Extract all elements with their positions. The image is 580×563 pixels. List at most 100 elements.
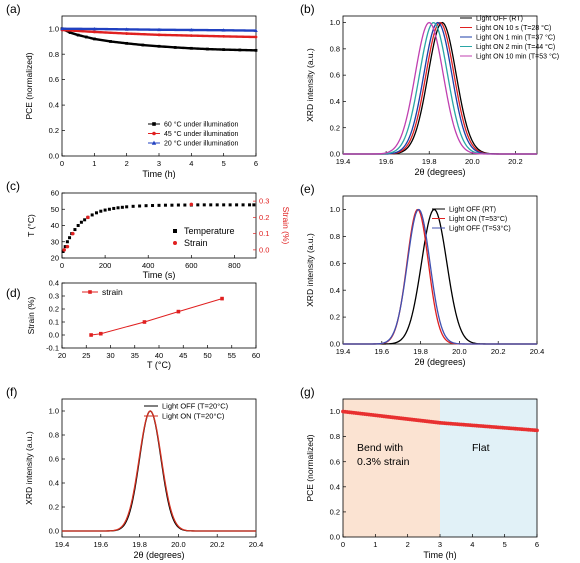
x-tick-label: 400 — [142, 261, 155, 270]
y-right-tick-label: 0.1 — [259, 229, 269, 238]
x-tick-label: 5 — [222, 159, 226, 168]
temperature-point — [112, 206, 116, 210]
x-tick-label: 20.2 — [508, 157, 523, 166]
y-tick-label: 0.2 — [49, 503, 59, 512]
y-tick-label: 0.0 — [49, 527, 59, 536]
x-tick-label: 19.8 — [132, 540, 147, 549]
data-point — [125, 32, 129, 35]
panel-label: (d) — [6, 286, 21, 300]
data-point — [221, 28, 226, 32]
x-axis-label: Time (h) — [142, 169, 175, 179]
x-axis-label: T (°C) — [147, 360, 171, 370]
y-axis-label: XRD intensity (a.u.) — [305, 233, 315, 307]
panel-d: 20 25 30 35 40 45 50 55 60 -0.1 0.0 0.1 0.2 0.3 0.4 T (… — [6, 279, 260, 370]
y-right-tick-label: 0.2 — [259, 213, 269, 222]
y-tick-label: 0.0 — [330, 150, 340, 159]
x-tick-label: 30 — [106, 351, 114, 360]
data-point — [157, 33, 161, 37]
y-tick-label: 0.8 — [330, 432, 340, 441]
y-tick-label: 0.2 — [330, 508, 340, 517]
x-tick-label: 20.0 — [452, 347, 467, 356]
x-tick-label: 3 — [438, 540, 442, 549]
temperature-point — [83, 218, 87, 222]
data-point — [125, 41, 129, 45]
y-tick-label: 0.3 — [49, 292, 59, 301]
y-tick-label: 0.0 — [330, 533, 340, 542]
y-tick-label: -0.1 — [46, 344, 59, 353]
temperature-point — [222, 203, 226, 207]
temperature-point — [151, 204, 155, 208]
y-tick-label: 0.0 — [49, 152, 59, 161]
strain-point — [70, 231, 75, 236]
temperature-point — [196, 203, 200, 207]
y-tick-label: 0.4 — [49, 101, 59, 110]
legend-label: Light ON 10 min (T=53 °C) — [476, 52, 559, 60]
x-tick-label: 19.4 — [336, 157, 351, 166]
panel-e: 19.4 19.6 19.8 20.0 20.2 20.4 0.0 0.2 0.4 0.6 0.8 1… — [300, 182, 544, 367]
xrd-curve — [343, 21, 537, 155]
x-tick-label: 6 — [254, 159, 258, 168]
x-tick-label: 1 — [92, 159, 96, 168]
data-point — [238, 48, 242, 52]
legend-label: Light ON 1 min (T=37 °C) — [476, 33, 555, 41]
strain-point — [62, 248, 66, 252]
xrd-curve — [343, 21, 537, 155]
y-tick-label: 0.4 — [330, 97, 340, 106]
y-tick-label: 0.0 — [330, 340, 340, 349]
data-point — [141, 43, 145, 47]
legend-label: Light OFF (RT) — [449, 206, 496, 213]
data-point — [189, 46, 193, 50]
panel-f: 19.4 19.6 19.8 20.0 20.2 20.4 0.0 0.2 0.4 0.6 0.8 1… — [6, 385, 263, 560]
temperature-point — [120, 205, 124, 209]
temperature-point — [228, 203, 232, 207]
legend-label: Light ON 10 s (T=28 °C) — [476, 24, 551, 32]
strain-point — [99, 331, 103, 336]
y-tick-label: 0.4 — [330, 286, 340, 295]
legend-label: 60 °C under illumination — [164, 120, 239, 128]
legend-entry: Light ON (T=20°C) — [144, 412, 225, 421]
y-tick-label: 0.2 — [49, 126, 59, 135]
data-point — [206, 47, 209, 51]
x-tick-label: 2 — [406, 540, 410, 549]
legend-label: Light ON 2 min (T=44 °C) — [476, 43, 555, 51]
x-tick-label: 0 — [60, 261, 64, 270]
x-axis-label: Time (h) — [423, 550, 456, 560]
x-tick-label: 20.2 — [210, 540, 225, 549]
y-tick-label: 0.2 — [49, 305, 59, 314]
y-axis-label: PCE (normalized) — [24, 52, 34, 119]
y-right-tick-label: 0.3 — [259, 197, 269, 206]
data-point — [109, 40, 112, 43]
plot-frame — [342, 195, 538, 345]
strain-point — [220, 296, 224, 301]
legend-label: Light OFF (T=53°C) — [449, 224, 511, 232]
legend-entry: 20 °C under illumination — [148, 139, 239, 147]
data-point — [92, 37, 96, 41]
x-tick-label: 50 — [203, 351, 211, 360]
legend-entry: Light ON 1 min (T=37 °C) — [460, 33, 555, 41]
y-tick-label: 0.4 — [49, 479, 59, 488]
legend-label: 20 °C under illumination — [164, 139, 239, 147]
y-tick-label: 0.6 — [49, 75, 59, 84]
y-tick-label: 0.2 — [330, 123, 340, 132]
data-point — [535, 428, 539, 433]
region-band — [440, 399, 537, 537]
panel-g: 0 1 2 3 4 5 6 0.0 0.2 0.4 0.6 0.8 1.0 Time (h) PCE (no… — [300, 385, 539, 560]
x-tick-label: 20.0 — [171, 540, 186, 549]
legend-marker — [173, 229, 177, 233]
panel-c: 0 200 400 600 800 20 30 40 50 60 Time (s) T (°C) (c)… — [6, 179, 291, 280]
y-tick-label: 1.0 — [330, 205, 340, 214]
y-tick-label: 1.0 — [330, 407, 340, 416]
x-tick-label: 200 — [99, 261, 112, 270]
y-tick-label: 40 — [51, 221, 59, 230]
temperature-point — [79, 220, 83, 224]
temperature-point — [65, 240, 69, 244]
temperature-point — [68, 236, 72, 240]
x-tick-label: 19.6 — [93, 540, 108, 549]
legend-marker — [151, 140, 157, 145]
panel-b: 19.4 19.6 19.8 20.0 20.2 0.0 0.2 0.4 0.6 0.8 1.0 2θ… — [300, 2, 559, 177]
y-tick-label: 0.8 — [330, 232, 340, 241]
x-axis-label: 2θ (degrees) — [414, 357, 465, 367]
x-tick-label: 19.6 — [374, 347, 389, 356]
panel-label: (b) — [300, 2, 315, 16]
y-tick-label: 30 — [51, 237, 59, 246]
